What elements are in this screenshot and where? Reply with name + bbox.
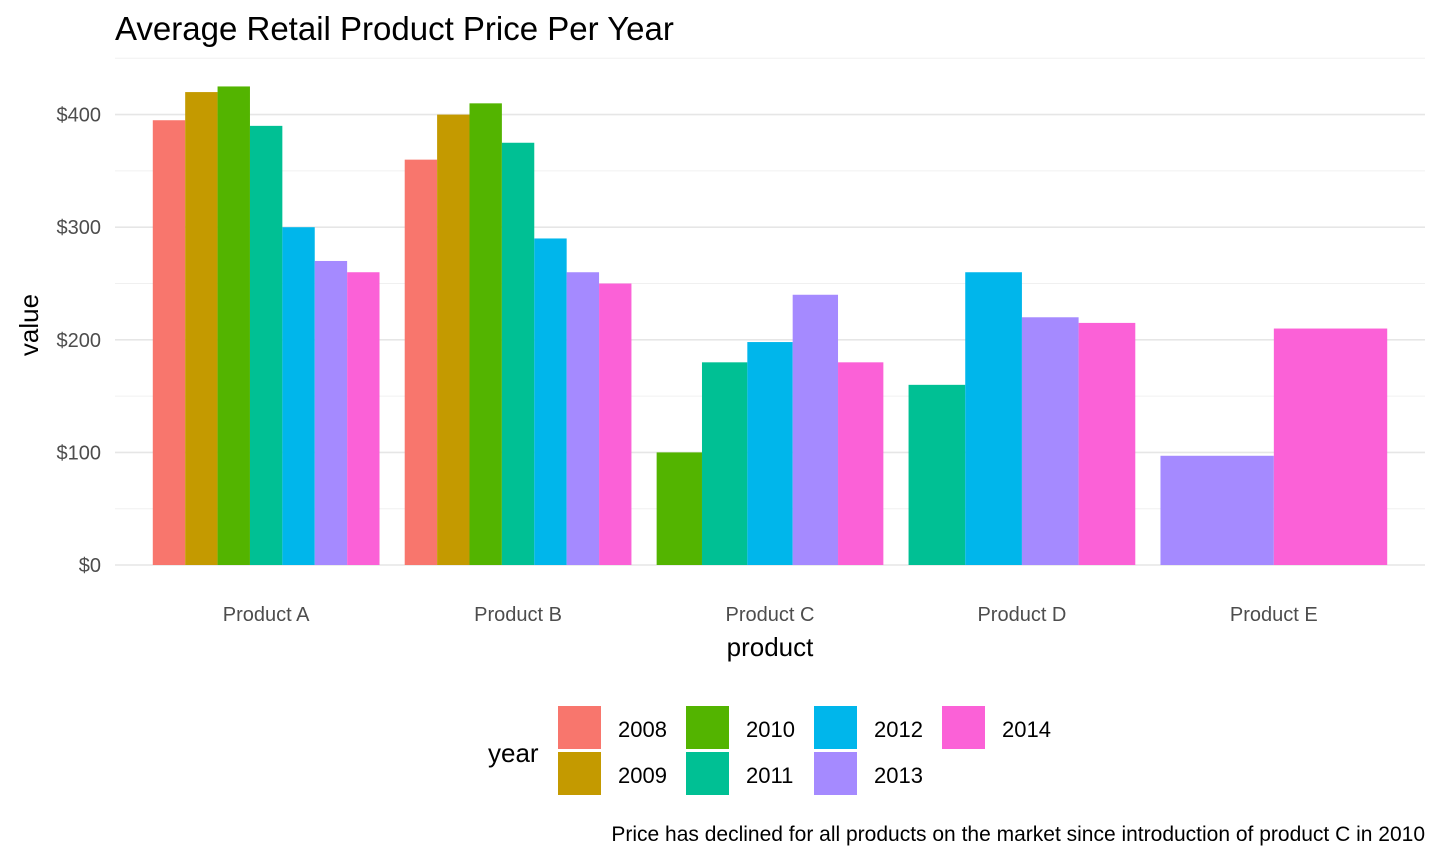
legend-swatch (942, 706, 985, 749)
chart-caption: Price has declined for all products on t… (611, 823, 1425, 846)
legend-swatch (686, 706, 729, 749)
y-tick-label: $0 (79, 555, 101, 577)
bar (701, 362, 748, 565)
bar (747, 342, 793, 565)
legend-title: year (488, 738, 539, 768)
y-tick-label: $100 (57, 442, 102, 464)
bar (908, 384, 966, 565)
legend-label: 2009 (618, 763, 667, 788)
bar (566, 272, 600, 565)
x-tick-label: Product A (223, 604, 310, 626)
bar (314, 260, 348, 565)
bar (437, 114, 470, 565)
y-tick-label: $400 (57, 105, 102, 127)
legend-swatch (558, 706, 601, 749)
legend-label: 2013 (874, 763, 923, 788)
bar (656, 452, 702, 565)
bar (1273, 328, 1388, 565)
bar (534, 238, 567, 565)
bar (1078, 322, 1136, 565)
legend-swatch (558, 752, 601, 795)
legend-swatch (686, 752, 729, 795)
legend-label: 2012 (874, 717, 923, 742)
bar (599, 283, 632, 565)
bar (404, 159, 438, 565)
bar (282, 227, 315, 565)
chart-title: Average Retail Product Price Per Year (115, 10, 674, 47)
y-tick-label: $200 (57, 330, 102, 352)
bar (1160, 455, 1274, 565)
bar (217, 86, 250, 565)
legend-label: 2011 (746, 763, 793, 788)
legend-swatch (814, 752, 857, 795)
x-axis-title: product (727, 632, 814, 662)
bar (838, 362, 884, 565)
bar (249, 125, 283, 566)
y-axis-title: value (14, 294, 44, 356)
bar (347, 272, 380, 565)
x-tick-label: Product D (977, 604, 1066, 626)
bar (185, 92, 218, 565)
legend-label: 2014 (1002, 717, 1051, 742)
bar (965, 272, 1022, 565)
bar (792, 294, 839, 565)
bar (469, 103, 502, 565)
x-tick-label: Product E (1230, 604, 1318, 626)
bar (1021, 317, 1079, 565)
bar (501, 142, 535, 565)
legend-label: 2010 (746, 717, 795, 742)
legend-swatch (814, 706, 857, 749)
y-tick-label: $300 (57, 217, 102, 239)
x-tick-label: Product B (474, 604, 562, 626)
legend-label: 2008 (618, 717, 667, 742)
x-tick-label: Product C (726, 604, 815, 626)
bar (152, 120, 186, 565)
